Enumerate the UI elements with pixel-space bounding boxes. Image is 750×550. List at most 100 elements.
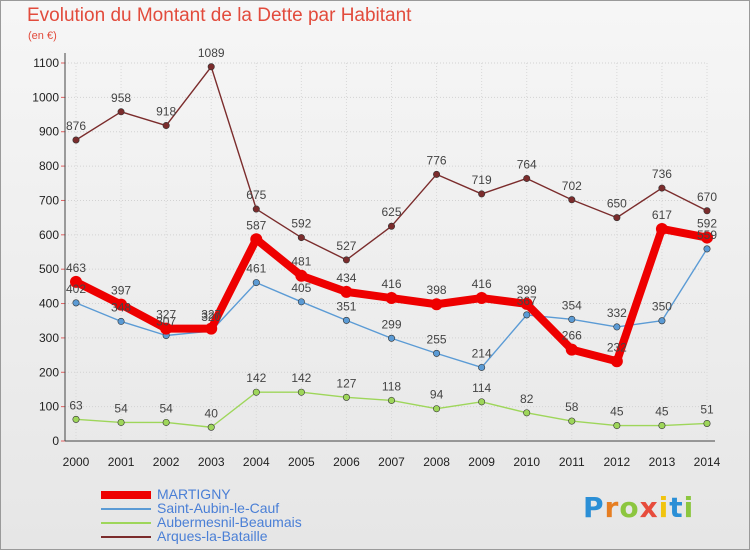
data-point (160, 322, 173, 335)
x-tick-label: 2012 (604, 455, 631, 469)
data-label: 58 (565, 400, 579, 414)
data-point (655, 222, 668, 235)
data-label: 114 (472, 381, 491, 395)
data-point (72, 415, 80, 423)
data-point (610, 355, 623, 368)
x-tick-label: 2004 (243, 455, 270, 469)
chart-unit: (en €) (28, 30, 57, 42)
data-point (658, 317, 666, 325)
legend-label: MARTIGNY (157, 486, 231, 502)
data-label: 958 (111, 91, 131, 105)
data-label: 350 (652, 300, 672, 314)
legend-label: Aubermesnil-Beaumais (157, 514, 302, 530)
data-point (252, 205, 260, 213)
data-label: 299 (381, 317, 401, 331)
x-tick-label: 2009 (468, 455, 495, 469)
data-point (207, 423, 215, 431)
data-label: 255 (427, 332, 447, 346)
data-point (523, 409, 531, 417)
data-label: 527 (336, 239, 356, 253)
data-label: 764 (517, 157, 537, 171)
data-label: 307 (156, 315, 176, 329)
data-label: 127 (336, 376, 356, 390)
data-label: 481 (291, 255, 311, 269)
data-point (658, 184, 666, 192)
logo-letter: P (583, 491, 605, 524)
y-tick-label: 200 (39, 365, 59, 379)
data-label: 214 (472, 346, 492, 360)
data-point (252, 279, 260, 287)
data-label: 463 (66, 261, 86, 275)
x-tick-label: 2007 (378, 455, 405, 469)
data-label: 461 (246, 262, 266, 276)
x-tick-label: 2008 (423, 455, 450, 469)
y-tick-label: 600 (39, 228, 59, 242)
data-label: 54 (159, 401, 173, 415)
data-label: 876 (66, 119, 86, 133)
y-tick-label: 300 (39, 331, 59, 345)
data-point (520, 297, 533, 310)
x-tick-label: 2006 (333, 455, 360, 469)
data-label: 94 (430, 388, 444, 402)
data-point (162, 122, 170, 130)
data-point (205, 322, 218, 335)
proxiti-logo: Proxiti (583, 491, 694, 524)
data-point (568, 417, 576, 425)
data-label: 63 (69, 398, 83, 412)
data-point (117, 317, 125, 325)
data-label: 702 (562, 179, 582, 193)
data-point (207, 63, 215, 71)
data-point (433, 405, 441, 413)
series-line (75, 66, 708, 261)
legend-item: MARTIGNY (101, 487, 302, 501)
data-point (385, 292, 398, 305)
legend-item: Saint-Aubin-le-Cauf (101, 501, 302, 515)
data-point (433, 349, 441, 357)
data-label: 617 (652, 208, 672, 222)
x-tick-label: 2001 (108, 455, 135, 469)
data-label: 434 (336, 271, 356, 285)
data-label: 719 (472, 173, 492, 187)
data-label: 354 (562, 298, 582, 312)
data-label: 142 (291, 371, 311, 385)
data-point (250, 233, 263, 246)
data-label: 402 (66, 282, 86, 296)
data-label: 736 (652, 167, 672, 181)
chart-title: Evolution du Montant de la Dette par Hab… (27, 5, 412, 26)
x-tick-label: 2002 (153, 455, 180, 469)
data-label: 332 (607, 306, 627, 320)
y-tick-label: 100 (39, 400, 59, 414)
x-tick-label: 2005 (288, 455, 315, 469)
data-label: 559 (697, 228, 717, 242)
data-label: 397 (111, 284, 131, 298)
data-point (613, 323, 621, 331)
data-label: 675 (246, 188, 266, 202)
data-point (70, 275, 82, 288)
data-point (433, 170, 441, 178)
x-tick-label: 2014 (694, 455, 721, 469)
data-point (478, 363, 486, 371)
data-point (387, 334, 395, 342)
data-point (475, 292, 488, 305)
data-point (478, 398, 486, 406)
legend-item: Aubermesnil-Beaumais (101, 515, 302, 529)
data-point (565, 343, 578, 356)
data-point (72, 299, 80, 307)
data-label: 625 (381, 205, 401, 219)
data-label: 82 (520, 392, 534, 406)
data-label: 367 (517, 294, 537, 308)
legend: MARTIGNY Saint-Aubin-le-Cauf Aubermesnil-B… (101, 487, 302, 543)
data-point (568, 315, 576, 323)
data-label: 54 (114, 401, 128, 415)
data-point (115, 298, 128, 311)
data-label: 776 (427, 153, 447, 167)
data-point (613, 422, 621, 430)
data-point (703, 419, 711, 427)
data-point (478, 190, 486, 198)
data-point (523, 311, 531, 319)
data-point (613, 214, 621, 222)
data-label: 348 (111, 300, 131, 314)
data-label: 51 (700, 402, 714, 416)
data-point (252, 388, 260, 396)
